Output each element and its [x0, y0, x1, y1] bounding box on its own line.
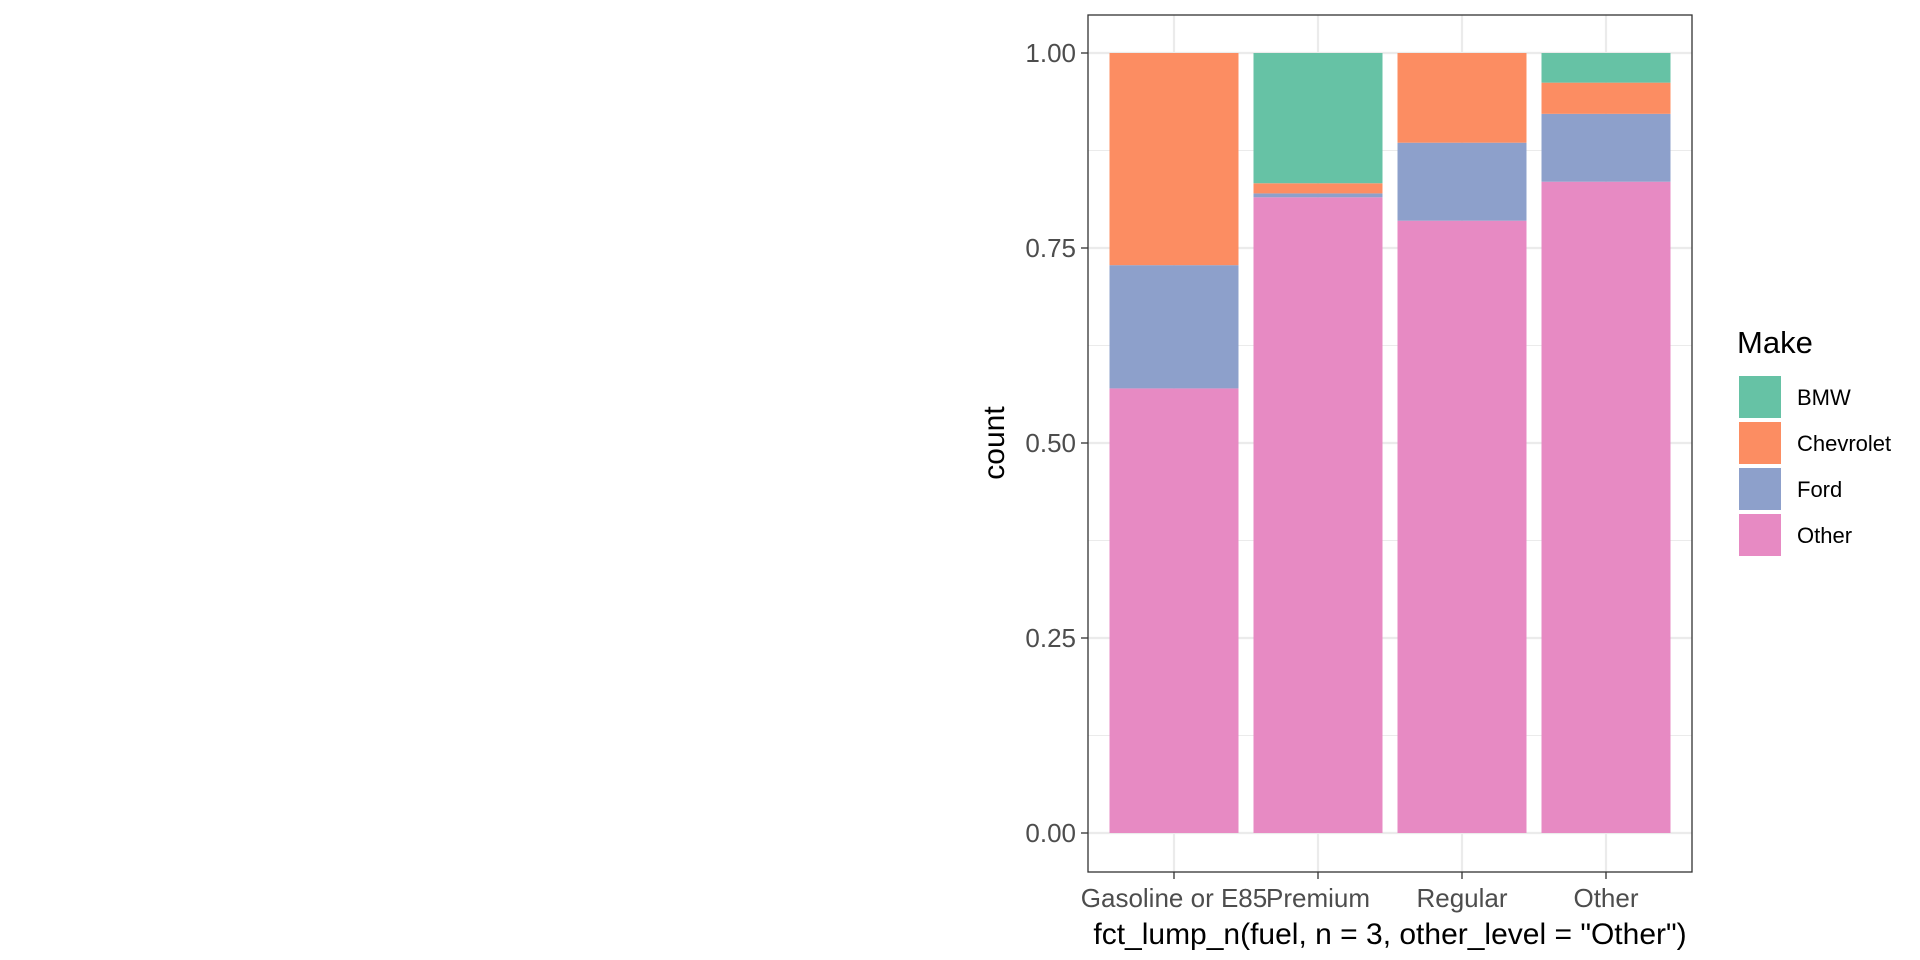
legend-items: BMW Chevrolet Ford Other — [1739, 376, 1891, 556]
y-axis-title: count — [978, 406, 1011, 480]
bar-segment-ford-2 — [1253, 193, 1383, 198]
legend-label-ford: Ford — [1797, 477, 1842, 502]
y-axis: 0.00 0.25 0.50 0.75 1.00 — [1025, 38, 1088, 848]
legend-key-ford — [1739, 468, 1781, 510]
y-tick-label: 1.00 — [1025, 38, 1076, 68]
legend: Make BMW Chevrolet Ford Other — [1737, 325, 1891, 556]
bar-segment-other-1 — [1109, 388, 1239, 833]
legend-key-other — [1739, 514, 1781, 556]
bar-segment-bmw-2 — [1253, 53, 1383, 184]
bars — [1109, 53, 1671, 834]
x-tick-label: Regular — [1416, 883, 1507, 913]
bar-segment-chevrolet-3 — [1397, 53, 1527, 143]
legend-label-bmw: BMW — [1797, 385, 1851, 410]
bar-segment-chevrolet-4 — [1541, 82, 1671, 114]
y-tick-label: 0.25 — [1025, 623, 1076, 653]
legend-label-chevrolet: Chevrolet — [1797, 431, 1891, 456]
x-tick-label: Other — [1573, 883, 1638, 913]
legend-label-other: Other — [1797, 523, 1852, 548]
y-tick-label: 0.50 — [1025, 428, 1076, 458]
bar-segment-ford-4 — [1541, 113, 1671, 182]
bar-segment-bmw-4 — [1541, 53, 1671, 83]
legend-key-bmw — [1739, 376, 1781, 418]
x-axis-title: fct_lump_n(fuel, n = 3, other_level = "O… — [1093, 918, 1686, 951]
bar-segment-chevrolet-1 — [1109, 53, 1239, 266]
bar-segment-other-2 — [1253, 197, 1383, 834]
y-tick-label: 0.75 — [1025, 233, 1076, 263]
y-tick-label: 0.00 — [1025, 818, 1076, 848]
bar-segment-ford-3 — [1397, 142, 1527, 221]
x-tick-label: Gasoline or E85 — [1081, 883, 1267, 913]
x-tick-label: Premium — [1266, 883, 1370, 913]
bar-segment-ford-1 — [1109, 265, 1239, 389]
bar-segment-other-3 — [1397, 220, 1527, 833]
bar-segment-chevrolet-2 — [1253, 183, 1383, 194]
legend-title: Make — [1737, 325, 1813, 360]
bar-segment-other-4 — [1541, 181, 1671, 833]
legend-key-chevrolet — [1739, 422, 1781, 464]
